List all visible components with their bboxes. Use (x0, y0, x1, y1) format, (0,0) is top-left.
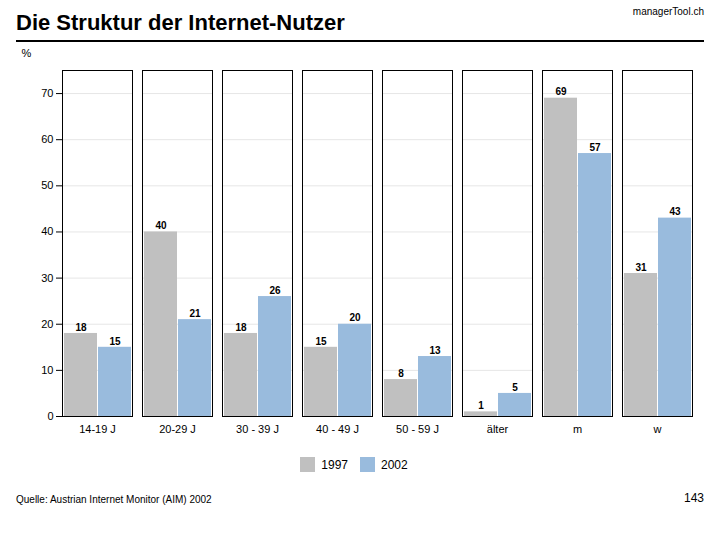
svg-text:31: 31 (635, 262, 647, 273)
svg-text:40: 40 (155, 220, 167, 231)
svg-text:50 - 59 J: 50 - 59 J (396, 423, 439, 435)
svg-text:60: 60 (41, 133, 53, 145)
svg-text:50: 50 (41, 179, 53, 191)
svg-text:%: % (22, 47, 32, 59)
svg-text:w: w (653, 423, 662, 435)
svg-text:8: 8 (398, 368, 404, 379)
svg-text:18: 18 (235, 322, 247, 333)
svg-text:14-19 J: 14-19 J (79, 423, 116, 435)
svg-text:40: 40 (41, 225, 53, 237)
html-text:Die Struktur der Internet-Nutz: Die Struktur der Internet-Nutzer (16, 10, 345, 35)
svg-text:20-29 J: 20-29 J (159, 423, 196, 435)
svg-text:15: 15 (109, 336, 121, 347)
svg-text:69: 69 (555, 86, 567, 97)
svg-text:30 - 39 J: 30 - 39 J (236, 423, 279, 435)
svg-text:15: 15 (315, 336, 327, 347)
html-text:2002: 2002 (381, 457, 408, 472)
svg-text:13: 13 (429, 345, 441, 356)
svg-text:m: m (573, 423, 582, 435)
svg-text:20: 20 (349, 312, 361, 323)
html-text:1997: 1997 (321, 457, 348, 472)
svg-text:26: 26 (269, 285, 281, 296)
svg-text:70: 70 (41, 87, 53, 99)
svg-text:0: 0 (47, 410, 53, 422)
svg-text:20: 20 (41, 318, 53, 330)
svg-text:40 - 49 J: 40 - 49 J (316, 423, 359, 435)
svg-text:10: 10 (41, 364, 53, 376)
html-text:Quelle: Austrian Internet Moni: Quelle: Austrian Internet Monitor (AIM) … (16, 494, 212, 505)
svg-text:älter: älter (487, 423, 509, 435)
html-text:managerTool.ch: managerTool.ch (632, 6, 704, 17)
svg-text:57: 57 (589, 142, 601, 153)
svg-text:43: 43 (669, 206, 681, 217)
svg-text:18: 18 (75, 322, 87, 333)
svg-text:5: 5 (512, 382, 518, 393)
svg-text:1: 1 (478, 400, 484, 411)
svg-text:30: 30 (41, 272, 53, 284)
html-text:143: 143 (684, 491, 704, 505)
svg-text:21: 21 (189, 308, 201, 319)
